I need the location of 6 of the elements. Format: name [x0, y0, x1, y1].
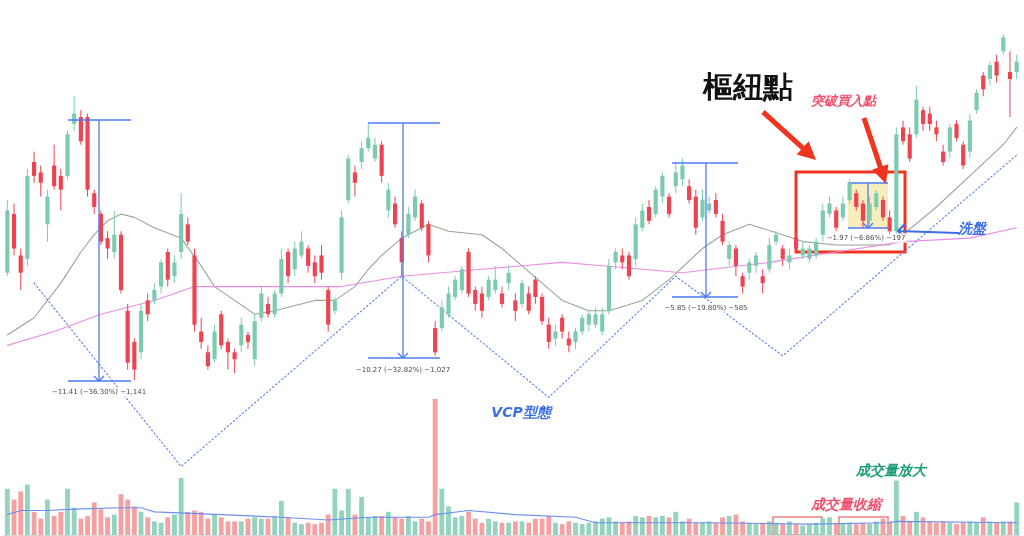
annotation: 成交量收縮	[811, 496, 881, 512]
annotation: 突破買入點	[810, 93, 876, 108]
annotation: VCP型態	[491, 404, 551, 420]
annotation: 成交量放大	[856, 462, 926, 478]
annotation: 洗盤	[958, 220, 986, 236]
annotation: 樞紐點	[703, 69, 793, 104]
